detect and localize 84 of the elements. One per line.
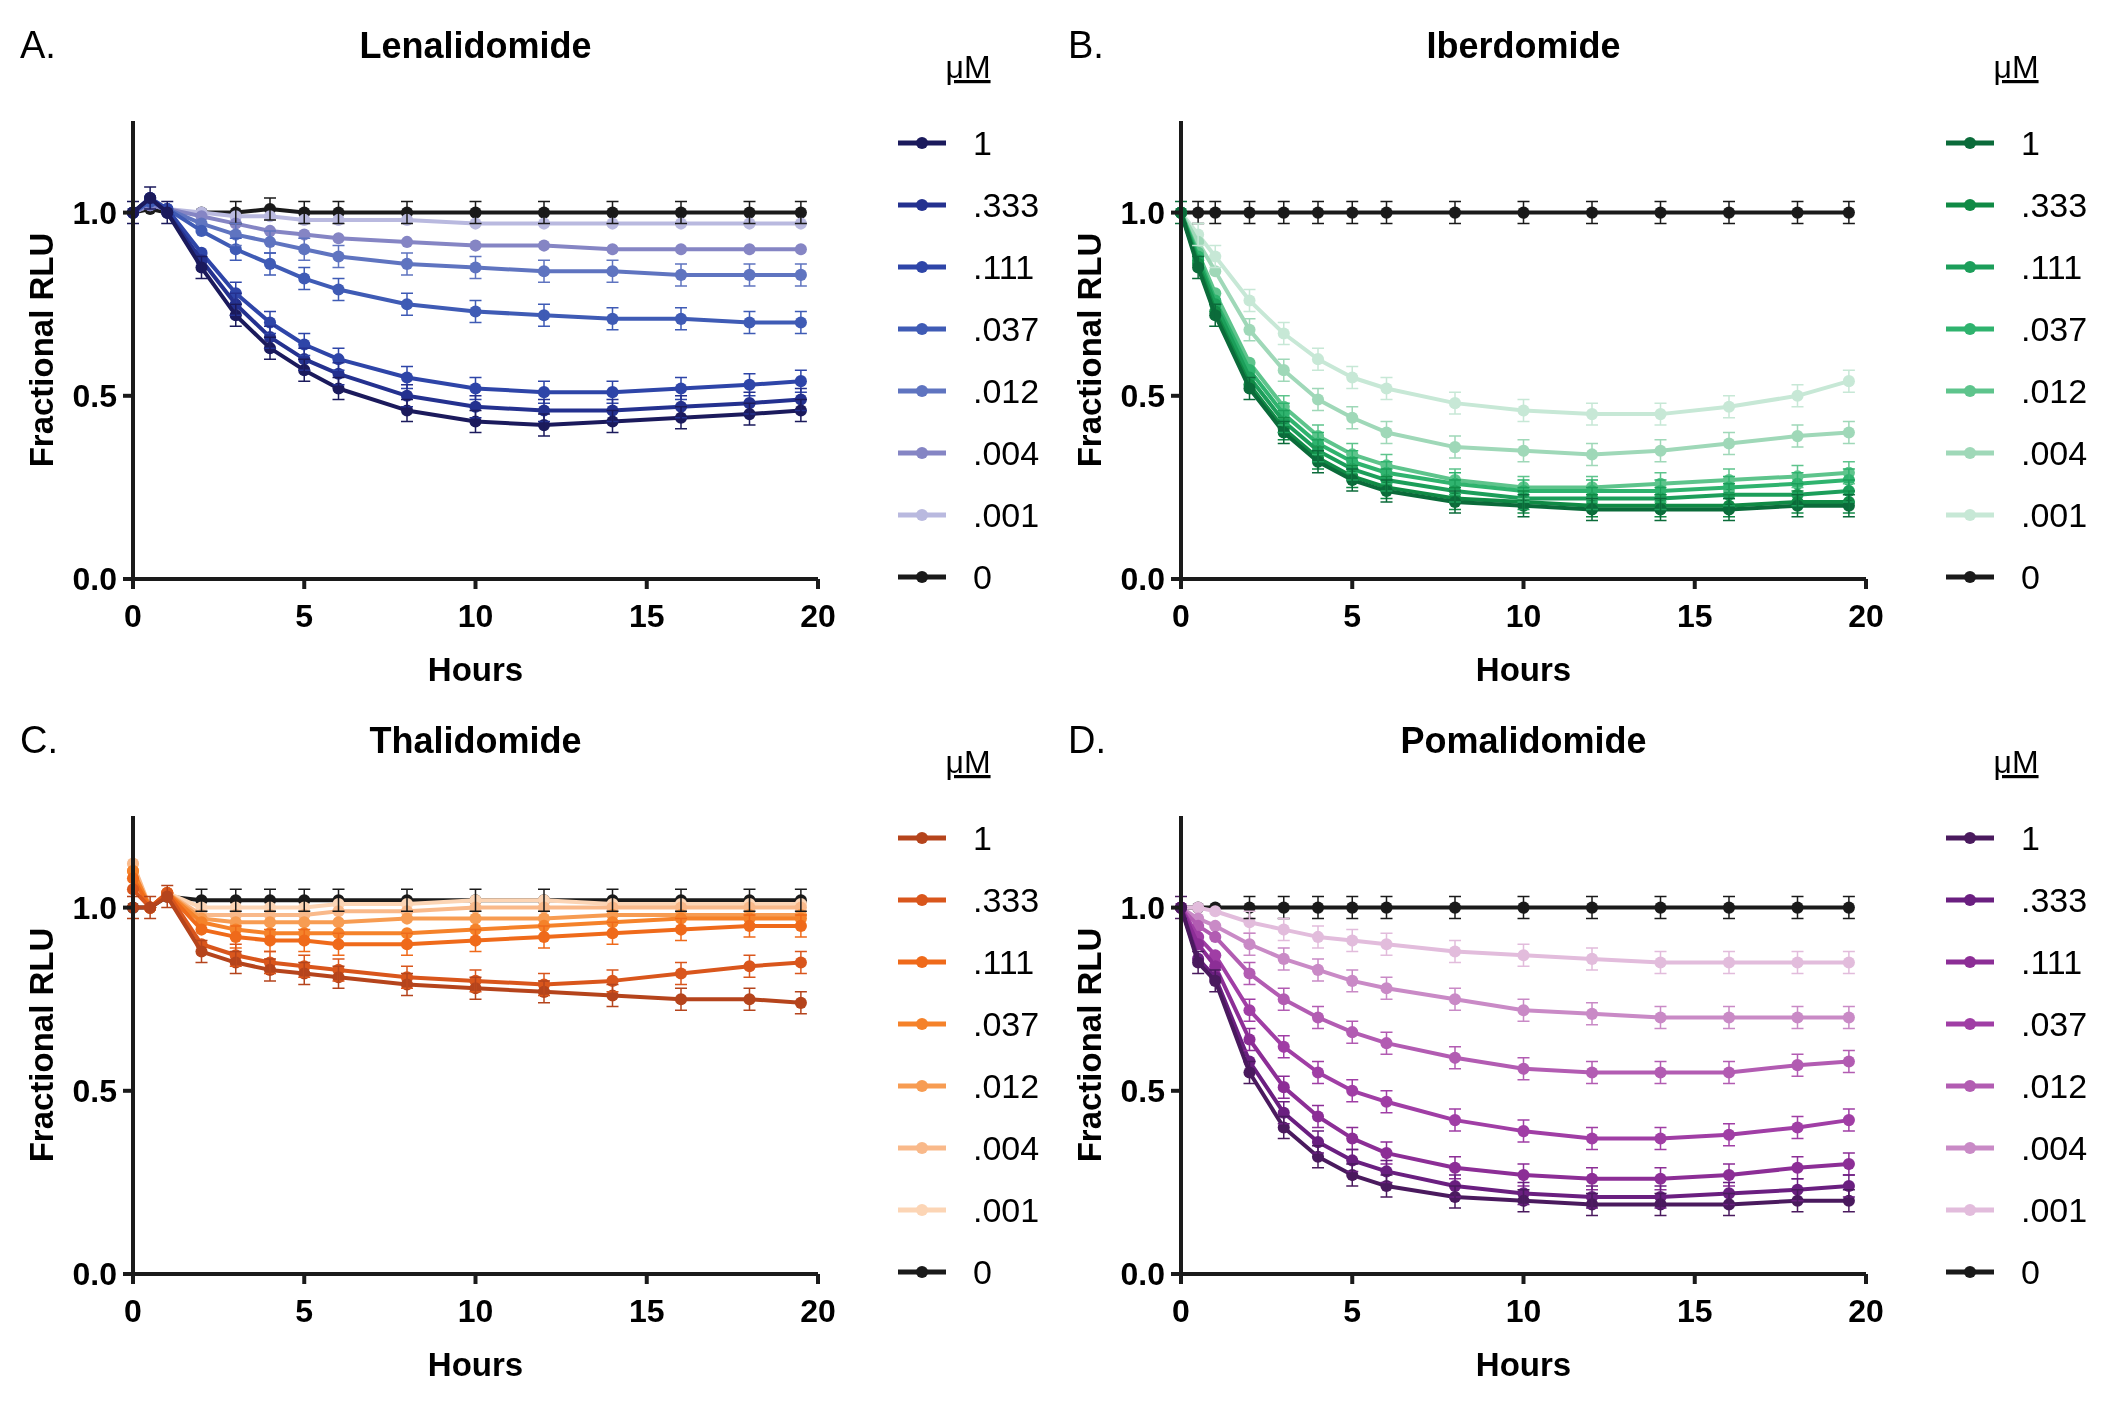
legend-label: .333	[973, 881, 1040, 919]
x-tick-label: 5	[295, 1293, 314, 1329]
legend-label: .001	[973, 1191, 1040, 1229]
legend-label: .004	[2021, 434, 2088, 472]
x-tick-label: 0	[1172, 1293, 1190, 1329]
legend-label: .037	[973, 1005, 1040, 1043]
legend-label: 1	[973, 124, 992, 162]
y-tick-label: 1.0	[1120, 889, 1165, 926]
legend-label: 0	[973, 558, 992, 596]
y-tick-label: 1.0	[1120, 194, 1165, 231]
x-tick-label: 0	[124, 1293, 142, 1329]
x-tick-label: 10	[1505, 598, 1542, 634]
y-axis-title: Fractional RLU	[1071, 927, 1108, 1163]
y-tick-label: 1.0	[72, 889, 117, 926]
x-tick-label: 20	[1848, 598, 1884, 634]
y-axis-title: Fractional RLU	[1071, 232, 1108, 468]
x-axis-title: Hours	[427, 651, 524, 688]
legend-label: 0	[2021, 558, 2040, 596]
x-tick-label: 15	[1676, 1293, 1713, 1329]
x-axis-title: Hours	[1475, 651, 1572, 688]
y-tick-label: 1.0	[72, 194, 117, 231]
x-tick-label: 5	[1343, 598, 1362, 634]
y-tick-label: 0.5	[72, 1072, 117, 1109]
legend-title: μM	[1993, 744, 2039, 780]
legend-label: 1	[973, 819, 992, 857]
y-tick-label: 0.5	[1120, 1072, 1165, 1109]
y-tick-label: 0.0	[1120, 1256, 1165, 1292]
chart-title: Pomalidomide	[1400, 720, 1647, 761]
legend-title: μM	[945, 49, 991, 85]
legend-label: .333	[2021, 881, 2088, 919]
y-tick-label: 0.5	[1120, 377, 1165, 414]
chart-title: Lenalidomide	[359, 25, 592, 66]
legend-label: 1	[2021, 124, 2040, 162]
x-tick-label: 0	[124, 598, 142, 634]
legend-label: 0	[2021, 1253, 2040, 1291]
y-tick-label: 0.0	[1120, 561, 1165, 597]
text: A.	[20, 24, 56, 66]
legend-label: .001	[2021, 496, 2088, 534]
x-tick-label: 10	[1505, 1293, 1542, 1329]
y-tick-label: 0.5	[72, 377, 117, 414]
legend-label: .004	[973, 1129, 1040, 1167]
x-tick-label: 5	[1343, 1293, 1362, 1329]
legend-label: 0	[973, 1253, 992, 1291]
x-axis-title: Hours	[1475, 1346, 1572, 1383]
legend-label: .012	[2021, 1067, 2088, 1105]
x-tick-label: 15	[1676, 598, 1713, 634]
chart-title: Iberdomide	[1426, 25, 1621, 66]
y-tick-label: 0.0	[72, 1256, 117, 1292]
legend-label: .333	[2021, 186, 2088, 224]
chart-title: Thalidomide	[369, 720, 582, 761]
legend-label: .111	[973, 248, 1035, 286]
y-axis-title: Fractional RLU	[23, 927, 60, 1163]
y-tick-label: 0.0	[72, 561, 117, 597]
x-tick-label: 20	[1848, 1293, 1884, 1329]
legend-title: μM	[945, 744, 991, 780]
legend-label: .111	[2021, 248, 2083, 286]
legend-label: .037	[2021, 310, 2088, 348]
legend-label: .001	[2021, 1191, 2088, 1229]
legend-label: .111	[973, 943, 1035, 981]
text: D.	[1068, 719, 1106, 761]
legend-label: .012	[973, 372, 1040, 410]
x-tick-label: 20	[800, 598, 836, 634]
x-tick-label: 15	[628, 1293, 665, 1329]
legend-label: .333	[973, 186, 1040, 224]
x-tick-label: 20	[800, 1293, 836, 1329]
legend-label: .111	[2021, 943, 2083, 981]
x-tick-label: 10	[457, 598, 494, 634]
legend-label: 1	[2021, 819, 2040, 857]
x-axis-title: Hours	[427, 1346, 524, 1383]
legend-title: μM	[1993, 49, 2039, 85]
legend-label: .004	[973, 434, 1040, 472]
x-tick-label: 15	[628, 598, 665, 634]
x-tick-label: 5	[295, 598, 314, 634]
x-tick-label: 10	[457, 1293, 494, 1329]
text: C.	[20, 719, 58, 761]
text: B.	[1068, 24, 1104, 66]
legend-label: .012	[973, 1067, 1040, 1105]
legend-label: .001	[973, 496, 1040, 534]
legend-label: .004	[2021, 1129, 2088, 1167]
y-axis-title: Fractional RLU	[23, 232, 60, 468]
x-tick-label: 0	[1172, 598, 1190, 634]
legend-label: .037	[2021, 1005, 2088, 1043]
legend-label: .037	[973, 310, 1040, 348]
legend-label: .012	[2021, 372, 2088, 410]
